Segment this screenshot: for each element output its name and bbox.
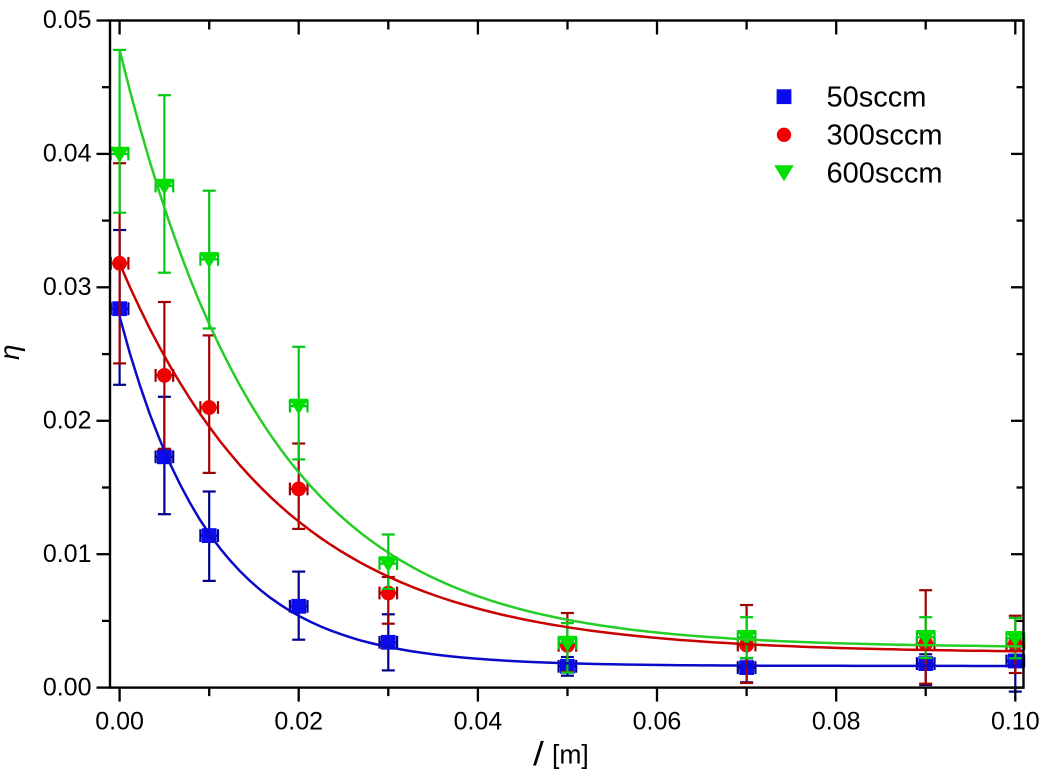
svg-text:0.00: 0.00 xyxy=(43,673,92,701)
svg-text:0.00: 0.00 xyxy=(95,708,144,736)
svg-text:0.10: 0.10 xyxy=(991,708,1040,736)
svg-text:600sccm: 600sccm xyxy=(827,157,943,189)
svg-text:0.02: 0.02 xyxy=(43,407,92,435)
svg-text:0.01: 0.01 xyxy=(43,540,92,568)
svg-text:η: η xyxy=(0,344,25,360)
svg-text:0.05: 0.05 xyxy=(43,6,92,34)
svg-text:300sccm: 300sccm xyxy=(827,120,943,152)
svg-text:0.03: 0.03 xyxy=(43,273,92,301)
svg-text:0.02: 0.02 xyxy=(274,708,323,736)
svg-text:0.08: 0.08 xyxy=(812,708,861,736)
svg-text:[m]: [m] xyxy=(552,740,589,770)
svg-text:0.04: 0.04 xyxy=(454,708,503,736)
svg-text:50sccm: 50sccm xyxy=(827,82,927,114)
svg-text:0.04: 0.04 xyxy=(43,140,92,168)
svg-text:0.06: 0.06 xyxy=(633,708,682,736)
